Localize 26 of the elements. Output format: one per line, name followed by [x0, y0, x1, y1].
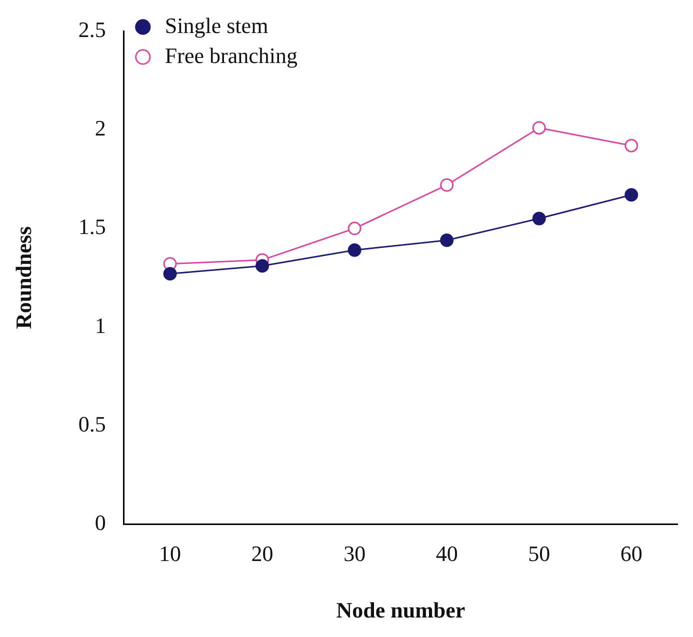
y-tick-label: 0.5 [78, 411, 106, 436]
point [163, 267, 177, 281]
point [440, 233, 454, 247]
y-tick-label: 2.5 [78, 16, 106, 42]
point [348, 222, 362, 236]
legend-label: Free branching [164, 42, 298, 68]
y-axis-title: Roundness [10, 226, 36, 330]
point [440, 178, 454, 192]
x-tick-label: 30 [344, 541, 366, 566]
point [532, 212, 546, 226]
point [256, 259, 270, 273]
point [624, 188, 638, 202]
point [532, 121, 546, 135]
x-tick-label: 10 [159, 541, 182, 566]
y-tick-label: 0 [94, 510, 106, 535]
x-axis-title: Node number [336, 597, 466, 622]
x-tick-label: 50 [528, 541, 550, 566]
y-tick-label: 2 [94, 116, 106, 141]
x-tick-label: 20 [251, 541, 274, 566]
point [348, 243, 362, 257]
x-tick-label: 60 [620, 541, 642, 566]
legend-label: Single stem [164, 12, 268, 38]
point [624, 138, 638, 152]
y-tick-label: 1 [94, 312, 106, 338]
x-tick-label: 40 [436, 541, 458, 566]
y-tick-label: 1.5 [78, 214, 106, 240]
